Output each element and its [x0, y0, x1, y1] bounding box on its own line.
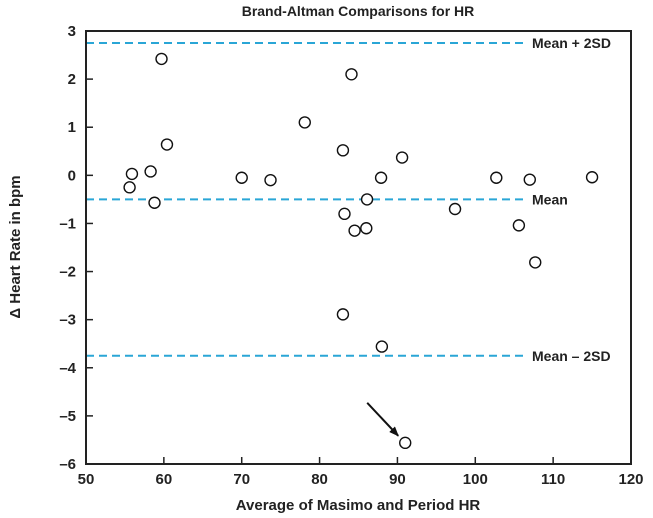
data-point — [374, 171, 388, 184]
x-axis-label: Average of Masimo and Period HR — [236, 497, 481, 514]
y-tick-label: 0 — [68, 167, 76, 184]
data-point — [125, 167, 139, 181]
y-tick-label: –5 — [59, 408, 76, 425]
y-tick-label: –6 — [59, 456, 76, 473]
data-point — [345, 68, 358, 81]
data-point — [375, 340, 389, 353]
data-point — [235, 171, 248, 184]
data-point — [348, 224, 361, 237]
data-point — [148, 196, 161, 209]
x-tick-label: 110 — [541, 471, 565, 488]
plot-area: Mean + 2SD Mean Mean – 2SD — [86, 35, 611, 450]
data-point — [512, 219, 526, 232]
plot-frame — [85, 30, 632, 465]
data-point — [155, 52, 168, 66]
data-point — [336, 144, 350, 157]
x-tick-label: 120 — [618, 471, 643, 488]
data-point — [448, 202, 462, 216]
y-tick-label: –1 — [59, 215, 76, 232]
data-point — [160, 138, 174, 151]
annotation-arrow — [366, 402, 399, 437]
data-point — [360, 193, 374, 206]
data-point — [298, 116, 311, 129]
data-point — [360, 222, 373, 235]
y-tick-label: 3 — [68, 23, 76, 40]
data-point — [529, 256, 542, 269]
data-point — [490, 171, 503, 184]
x-tick-label: 70 — [233, 471, 250, 488]
data-point — [144, 165, 157, 178]
chart-title: Brand-Altman Comparisons for HR — [242, 3, 475, 19]
y-axis-label: Δ Heart Rate in bpm — [7, 175, 24, 318]
y-tick-label: –4 — [59, 360, 76, 377]
data-point — [336, 308, 350, 321]
y-tick-label: –3 — [59, 312, 76, 329]
data-point — [523, 173, 536, 186]
data-point — [338, 207, 351, 221]
data-point — [399, 436, 412, 450]
reference-line-label-0: Mean + 2SD — [532, 35, 611, 51]
axes: 50 60 70 80 90 100 110 120 3 2 1 0 –1 –2 –3 –4 –5 –6 — [59, 23, 643, 488]
x-tick-label: 90 — [389, 471, 406, 488]
data-point — [123, 181, 136, 194]
y-tick-label: –2 — [59, 264, 76, 281]
data-point — [264, 173, 277, 187]
reference-line-label-2: Mean – 2SD — [532, 348, 611, 364]
reference-line-label-1: Mean — [532, 191, 568, 207]
x-tick-label: 100 — [463, 471, 488, 488]
y-tick-label: 1 — [68, 119, 76, 136]
data-point — [395, 151, 409, 164]
y-tick-label: 2 — [68, 71, 76, 88]
x-tick-label: 80 — [311, 471, 328, 488]
x-tick-label: 60 — [156, 471, 173, 488]
data-point — [585, 171, 599, 184]
x-tick-label: 50 — [78, 471, 95, 488]
